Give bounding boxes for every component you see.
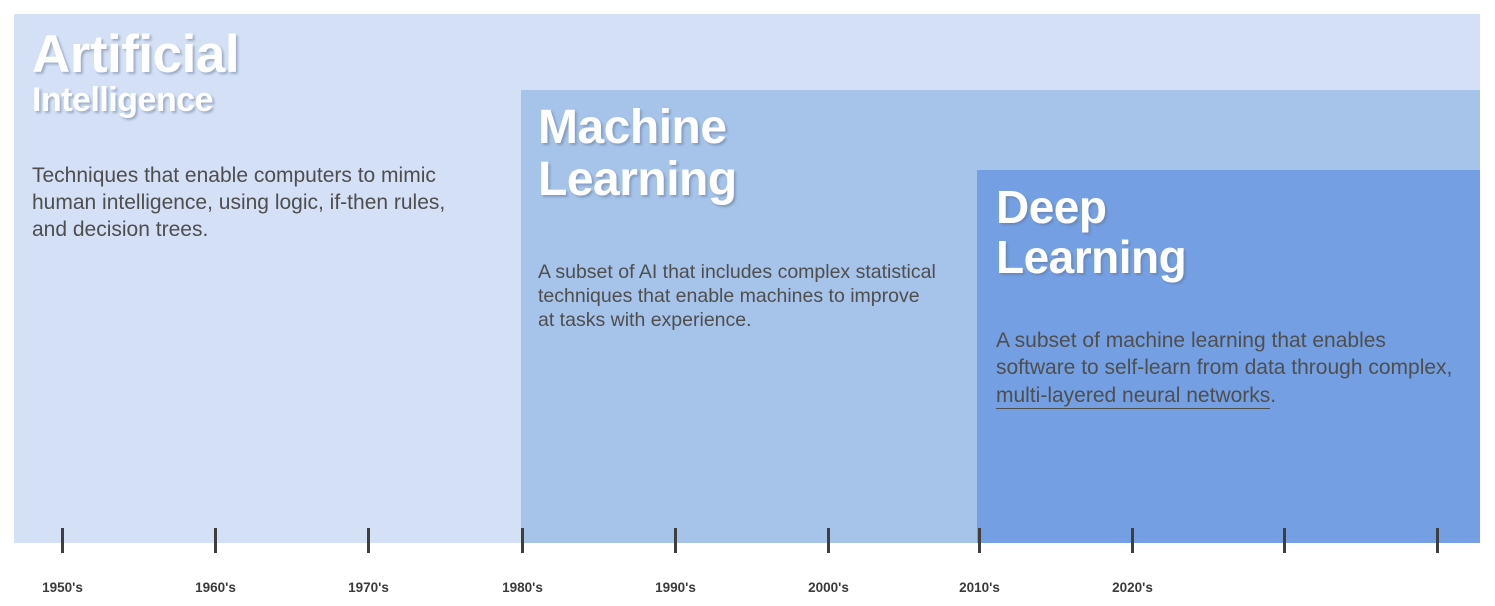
panel-title-machine-learning: Machine Learning xyxy=(538,104,737,204)
panel-description-machine-learning: A subset of AI that includes complex sta… xyxy=(538,261,936,331)
timeline-tick-label[interactable]: 1960's xyxy=(195,580,236,595)
timeline-tick-label[interactable]: 1950's xyxy=(42,580,83,595)
title-line-primary: Deep xyxy=(996,181,1107,233)
timeline-tick-label[interactable]: 2000's xyxy=(808,580,849,595)
timeline-tick[interactable] xyxy=(978,528,981,553)
title-line-primary: Machine xyxy=(538,101,727,154)
timeline-tick-label[interactable]: 1980's xyxy=(502,580,543,595)
title-line-secondary: Learning xyxy=(996,231,1187,283)
title-line-secondary: Intelligence xyxy=(32,81,214,119)
timeline-tick[interactable] xyxy=(1131,528,1134,553)
title-line-secondary: Learning xyxy=(538,153,737,206)
timeline-tick[interactable] xyxy=(1436,528,1439,553)
title-line-primary: Artificial xyxy=(32,25,240,84)
timeline-tick[interactable] xyxy=(61,528,64,553)
timeline-tick[interactable] xyxy=(674,528,677,553)
panel-description-deep-learning: A subset of machine learning that enable… xyxy=(996,327,1466,409)
panel-title-deep-learning: Deep Learning xyxy=(996,181,1187,283)
timeline-tick-label[interactable]: 2020's xyxy=(1112,580,1153,595)
timeline-tick-label[interactable]: 1970's xyxy=(348,580,389,595)
timeline-tick[interactable] xyxy=(827,528,830,553)
panel-deep-learning[interactable]: Deep Learning A subset of machine learni… xyxy=(977,170,1480,543)
timeline-tick[interactable] xyxy=(1283,528,1286,553)
description-text-trailing: . xyxy=(1270,383,1277,407)
timeline-tick-label[interactable]: 1990's xyxy=(655,580,696,595)
description-text-leading: A subset of machine learning that enable… xyxy=(996,329,1453,380)
timeline-tick[interactable] xyxy=(521,528,524,553)
description-underlined-phrase: multi-layered neural networks xyxy=(996,383,1271,409)
timeline-tick[interactable] xyxy=(367,528,370,553)
panel-description-artificial-intelligence: Techniques that enable computers to mimi… xyxy=(32,164,446,241)
timeline-tick[interactable] xyxy=(214,528,217,553)
timeline-tick-label[interactable]: 2010's xyxy=(959,580,1000,595)
panel-title-artificial-intelligence: Artificial Intelligence xyxy=(32,25,240,119)
